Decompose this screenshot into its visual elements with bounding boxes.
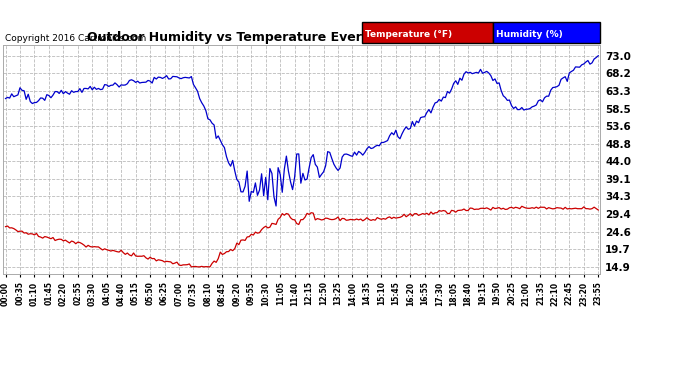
Text: Humidity (%): Humidity (%) — [496, 30, 562, 39]
Title: Outdoor Humidity vs Temperature Every 5 Minutes 20160129: Outdoor Humidity vs Temperature Every 5 … — [86, 31, 518, 44]
FancyBboxPatch shape — [493, 22, 600, 43]
Text: Temperature (°F): Temperature (°F) — [364, 30, 452, 39]
Text: Copyright 2016 Cartronics.com: Copyright 2016 Cartronics.com — [5, 34, 146, 43]
FancyBboxPatch shape — [362, 22, 493, 43]
